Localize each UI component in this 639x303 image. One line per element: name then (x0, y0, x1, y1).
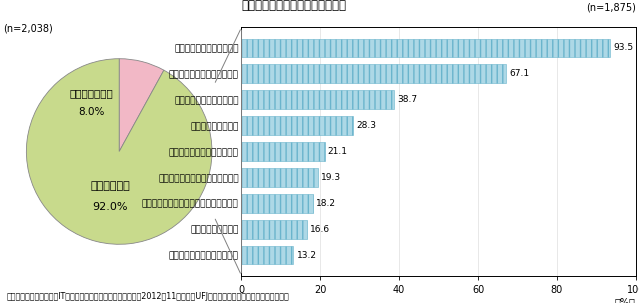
Bar (242, 246, 293, 265)
Bar (242, 168, 318, 187)
Text: 実施していない: 実施していない (70, 88, 113, 98)
Bar (242, 116, 353, 135)
Text: 実施している: 実施している (90, 181, 130, 191)
Text: 92.0%: 92.0% (92, 202, 128, 212)
Text: 16.6: 16.6 (310, 225, 330, 234)
Text: 93.5: 93.5 (613, 43, 633, 52)
Text: 19.3: 19.3 (321, 173, 341, 182)
Text: 38.7: 38.7 (397, 95, 417, 104)
Text: (n=2,038): (n=2,038) (3, 23, 53, 33)
Bar (242, 220, 307, 238)
Text: （%）: （%） (615, 297, 636, 303)
Text: 具体的な対策の内容（複数回答）: 具体的な対策の内容（複数回答） (242, 0, 346, 12)
Text: (n=1,875): (n=1,875) (586, 2, 636, 12)
Wedge shape (119, 59, 164, 152)
Bar (242, 65, 506, 83)
Bar (242, 194, 313, 213)
Text: 13.2: 13.2 (296, 251, 317, 260)
Text: 28.3: 28.3 (356, 121, 376, 130)
Bar (242, 142, 325, 161)
Bar (242, 38, 610, 57)
Wedge shape (26, 59, 212, 244)
Text: 8.0%: 8.0% (78, 107, 105, 117)
Text: 21.1: 21.1 (328, 147, 348, 156)
Text: 資料：中小企業庁委託『ITの活用に関するアンケート調査』（2012年11月、三菱UFJリサーチ＆コンサルティング（株））: 資料：中小企業庁委託『ITの活用に関するアンケート調査』（2012年11月、三菱… (6, 292, 289, 301)
Bar (242, 90, 394, 109)
Text: 18.2: 18.2 (316, 199, 336, 208)
Text: 67.1: 67.1 (509, 69, 529, 78)
